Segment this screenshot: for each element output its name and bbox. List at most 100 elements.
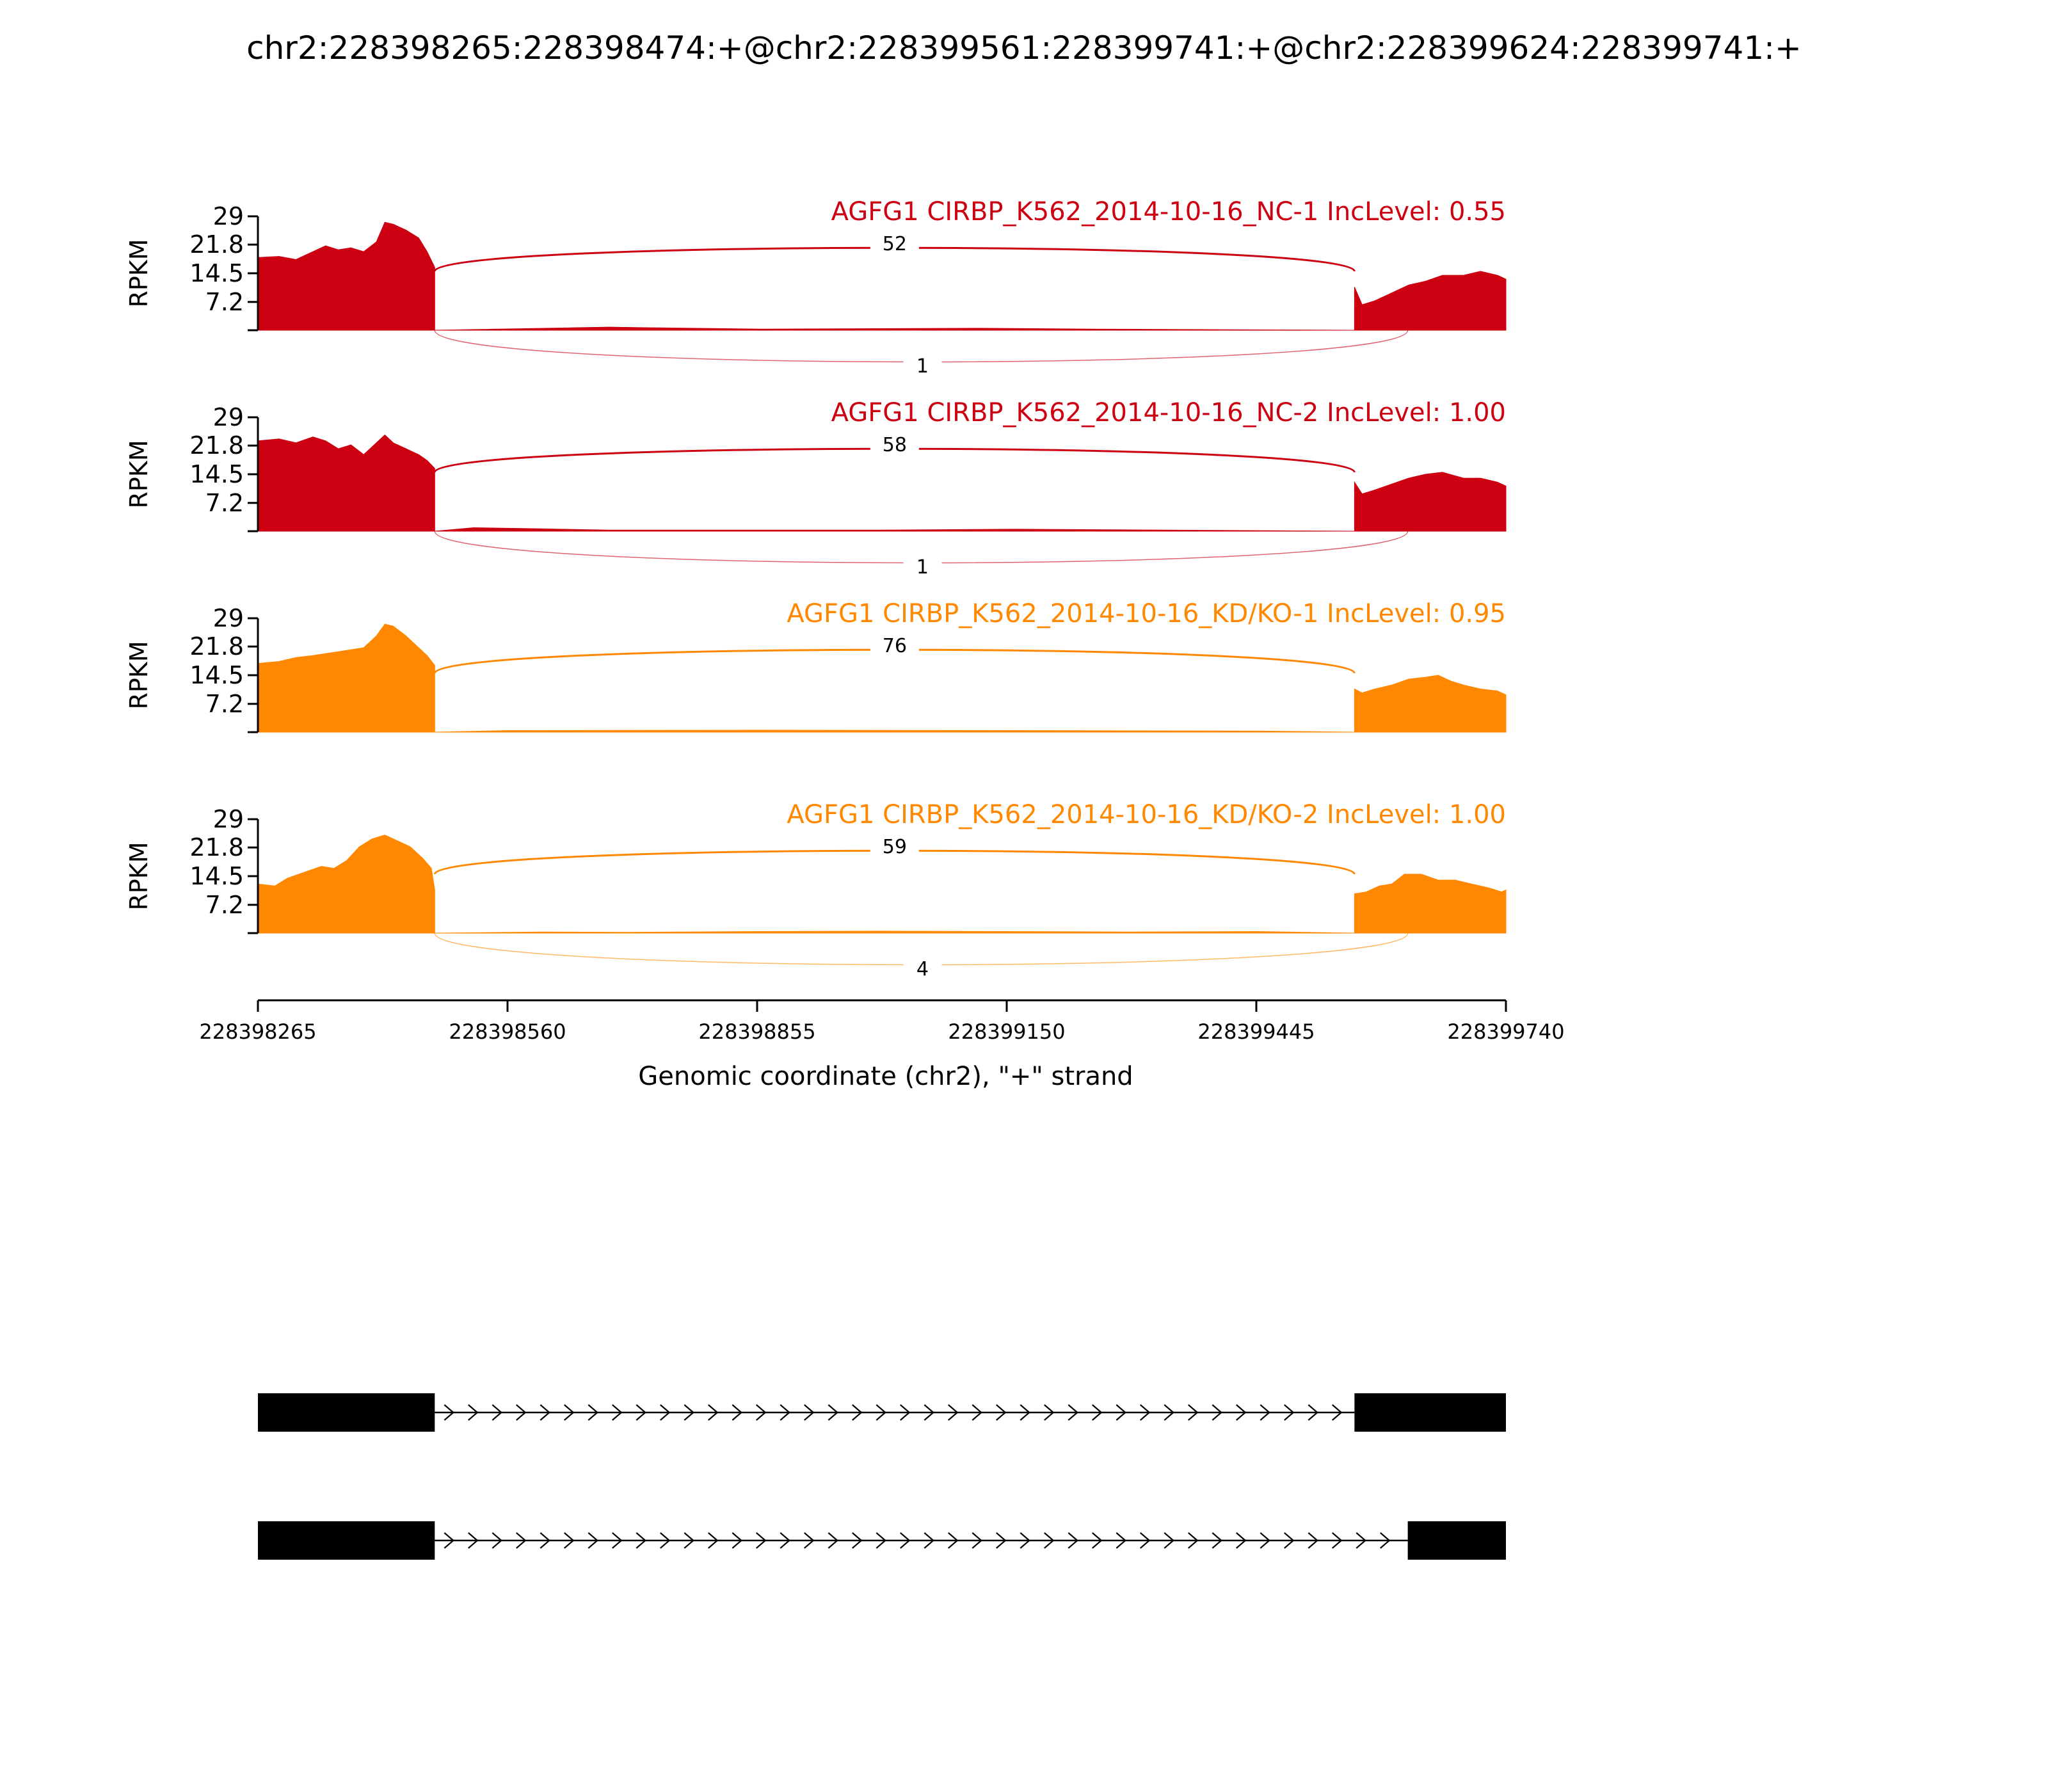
strand-arrow-icon [660,1532,671,1549]
strand-arrow-icon [468,1404,479,1421]
strand-arrow-icon [1140,1404,1151,1421]
exon2-coverage-area [1354,472,1507,532]
exclusion-count-box [903,956,942,980]
exon-block [258,1521,435,1560]
strand-arrow-icon [900,1532,911,1549]
strand-arrow-icon [852,1532,863,1549]
strand-arrow-icon [996,1532,1007,1549]
strand-arrow-icon [876,1404,887,1421]
strand-arrow-icon [1308,1532,1319,1549]
y-tick-label: 14.5 [189,460,244,488]
strand-arrow-icon [612,1404,623,1421]
strand-arrow-icon [540,1404,550,1421]
strand-arrow-icon [660,1404,671,1421]
series-label: AGFG1 CIRBP_K562_2014-10-16_NC-1 IncLeve… [831,197,1506,227]
strand-arrow-icon [828,1404,839,1421]
intron-coverage-area [435,326,1355,331]
strand-arrow-icon [900,1404,911,1421]
strand-arrow-icon [1092,1532,1103,1549]
strand-arrow-icon [1332,1404,1343,1421]
strand-arrow-icon [1284,1404,1295,1421]
y-axis-label: RPKM [125,440,153,508]
strand-arrow-icon [684,1532,695,1549]
inclusion-count-box [870,431,919,456]
strand-arrow-icon [1020,1404,1031,1421]
strand-arrow-icon [972,1404,983,1421]
inclusion-count-box [870,632,919,657]
strand-arrow-icon [804,1404,815,1421]
y-tick-label: 7.2 [205,489,244,517]
inclusion-junction-count: 59 [883,836,907,858]
strand-arrow-icon [636,1404,647,1421]
strand-arrow-icon [444,1404,454,1421]
exon2-coverage-area [1354,675,1507,733]
intron-coverage-area [435,730,1355,733]
strand-arrow-icon [756,1532,767,1549]
exclusion-count-box [903,353,942,378]
y-axis-label: RPKM [125,641,153,709]
strand-arrow-icon [1212,1404,1223,1421]
y-tick-label: 14.5 [189,661,244,689]
strand-arrow-icon [1308,1404,1319,1421]
inclusion-junction-count: 76 [883,635,907,657]
strand-arrow-icon [1116,1404,1127,1421]
exon-block [258,1393,435,1432]
inclusion-junction-count: 52 [883,233,907,255]
y-tick-label: 21.8 [189,833,244,861]
y-tick-label: 29 [213,202,244,230]
x-tick-label: 228399445 [1197,1020,1315,1044]
strand-arrow-icon [684,1404,695,1421]
exon2-coverage-area [1354,271,1507,331]
isoform-model [258,1521,1506,1560]
y-tick-label: 7.2 [205,690,244,718]
x-axis: 228398265 228398560 228398855 228399150 2283… [199,999,1565,1044]
exclusion-junction-count: 1 [916,355,929,378]
strand-arrow-icon [1260,1404,1271,1421]
strand-arrow-icon [756,1404,767,1421]
exon1-coverage-area [257,221,435,331]
strand-arrow-icon [1044,1404,1055,1421]
y-tick-label: 29 [213,805,244,833]
strand-arrow-icon [516,1532,527,1549]
strand-arrow-icon [924,1404,935,1421]
series-label: AGFG1 CIRBP_K562_2014-10-16_KD/KO-2 IncL… [787,800,1506,829]
strand-arrow-icon [1236,1404,1247,1421]
strand-arrow-icon [1188,1532,1199,1549]
x-tick-label: 228399740 [1447,1020,1564,1044]
strand-arrow-icon [1020,1532,1031,1549]
strand-arrow-icon [708,1404,719,1421]
strand-arrow-icon [540,1532,550,1549]
y-tick-label: 14.5 [189,259,244,287]
strand-arrow-icon [1092,1404,1103,1421]
chart-title: chr2:228398265:228398474:+@chr2:22839956… [246,29,1802,67]
strand-arrow-icon [1380,1532,1391,1549]
strand-arrow-icon [828,1532,839,1549]
y-tick-label: 29 [213,403,244,431]
strand-arrow-icon [1332,1532,1343,1549]
y-tick-label: 29 [213,604,244,632]
strand-arrow-icon [468,1532,479,1549]
series-label: AGFG1 CIRBP_K562_2014-10-16_KD/KO-1 IncL… [787,599,1506,628]
strand-arrow-icon [972,1532,983,1549]
strand-arrow-icon [732,1404,743,1421]
exon-block [1354,1393,1506,1432]
strand-arrow-icon [948,1404,959,1421]
x-tick-label: 228399150 [948,1020,1065,1044]
strand-arrow-icon [708,1532,719,1549]
strand-arrow-icon [780,1532,791,1549]
strand-arrow-icon [1068,1404,1079,1421]
y-tick-label: 14.5 [189,862,244,890]
x-tick-label: 228398855 [698,1020,815,1044]
strand-arrow-icon [492,1404,502,1421]
strand-arrow-icon [780,1404,791,1421]
strand-arrow-icon [564,1404,575,1421]
strand-arrow-icon [588,1404,598,1421]
strand-arrow-icon [1164,1532,1175,1549]
strand-arrow-icon [852,1404,863,1421]
y-tick-label: 7.2 [205,891,244,919]
y-tick-label: 7.2 [205,288,244,316]
strand-arrow-icon [804,1532,815,1549]
